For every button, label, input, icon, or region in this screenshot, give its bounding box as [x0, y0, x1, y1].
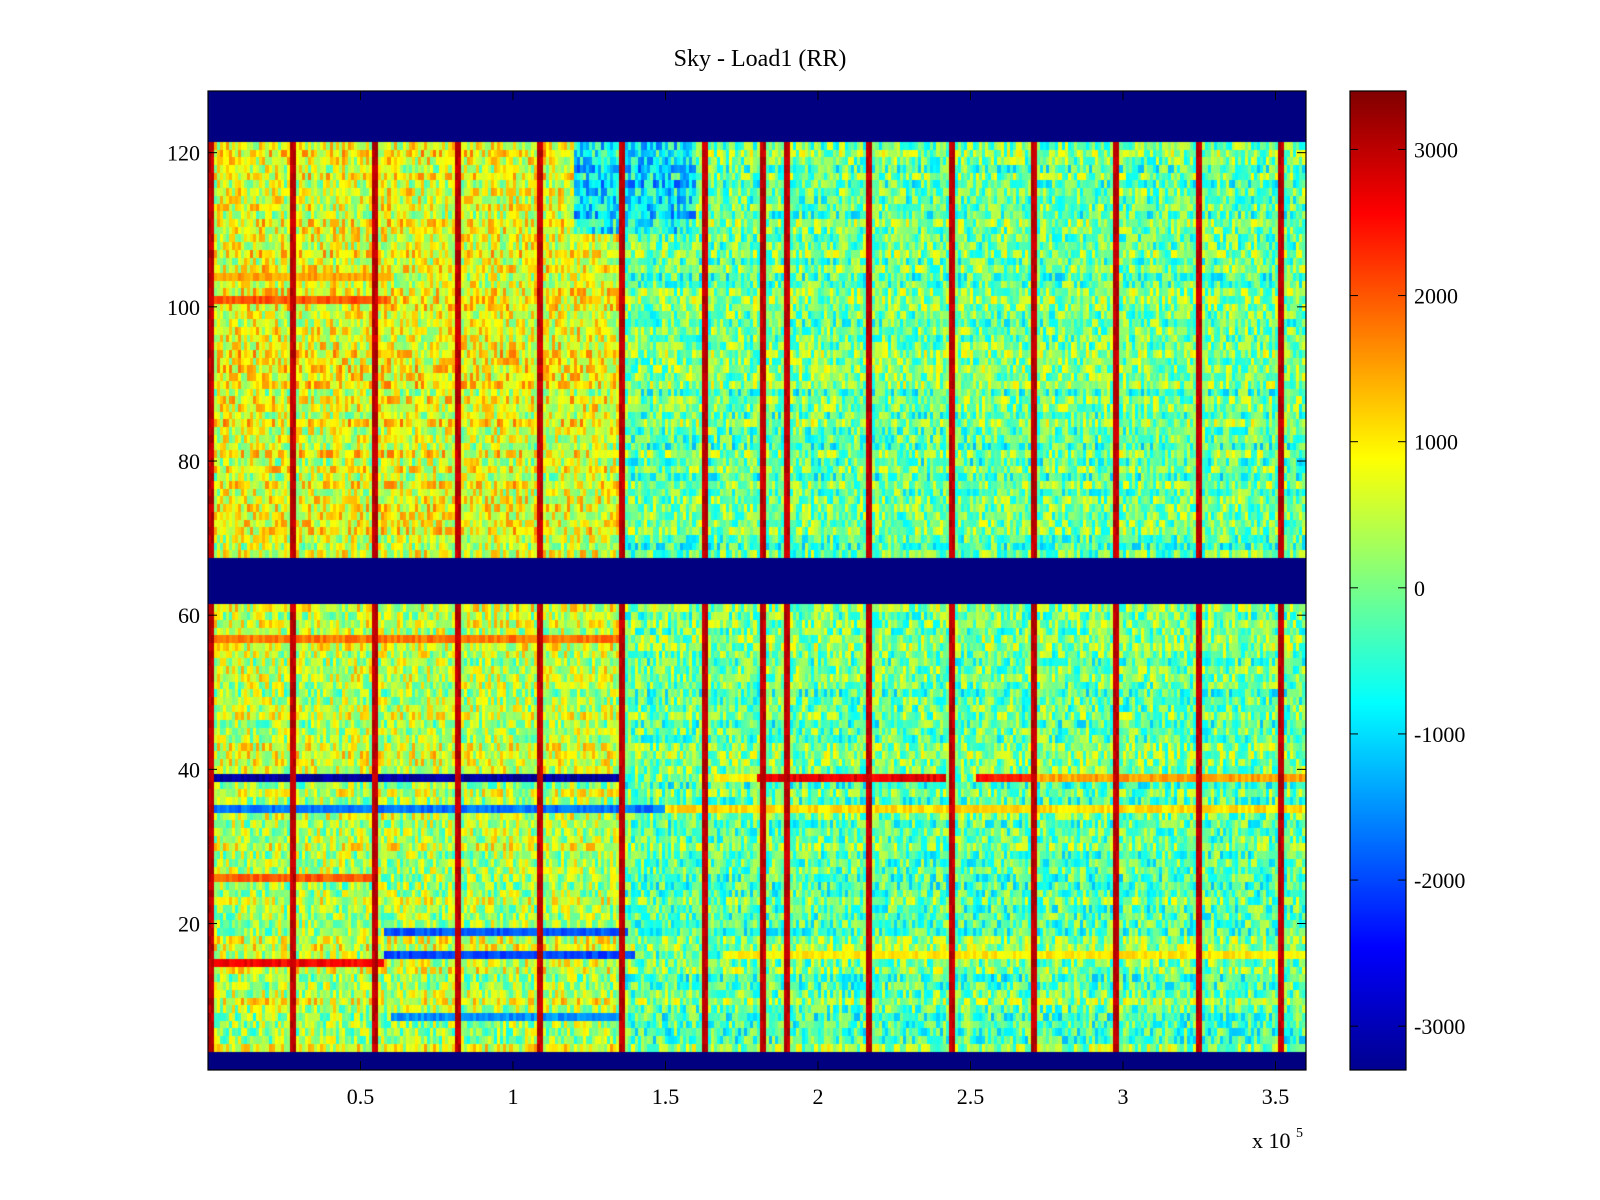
y-tick-label: 60 — [178, 603, 200, 628]
y-tick-label: 120 — [167, 141, 200, 166]
y-axis-ticks: 20 40 60 80 100 120 — [167, 141, 1306, 937]
colorbar-tick-label: -1000 — [1414, 722, 1465, 747]
heatmap-image — [208, 91, 1306, 1070]
colorbar-tick-label: 0 — [1414, 576, 1425, 601]
x-tick-label: 0.5 — [347, 1084, 375, 1109]
y-tick-label: 40 — [178, 757, 200, 782]
y-tick-label: 80 — [178, 449, 200, 474]
colorbar-tick-label: -3000 — [1414, 1014, 1465, 1039]
colorbar — [1349, 90, 1407, 1071]
colorbar-ticks: 3000 2000 1000 0 -1000 -2000 -3000 — [1350, 137, 1465, 1039]
x-tick-label: 3 — [1118, 1084, 1129, 1109]
x-axis-ticks: 0.5 1 1.5 2 2.5 3 3.5 — [347, 91, 1290, 1109]
plot-axes-box — [207, 90, 1307, 1071]
x-tick-label: 2.5 — [957, 1084, 985, 1109]
x-multiplier-exponent: 5 — [1296, 1126, 1303, 1141]
x-multiplier-base: x 10 — [1252, 1128, 1291, 1153]
y-tick-label: 20 — [178, 912, 200, 937]
x-tick-label: 1 — [508, 1084, 519, 1109]
colorbar-tick-label: 3000 — [1414, 137, 1458, 162]
chart-title: Sky - Load1 (RR) — [674, 46, 847, 72]
x-tick-label: 3.5 — [1262, 1084, 1290, 1109]
x-tick-label: 2 — [813, 1084, 824, 1109]
x-tick-label: 1.5 — [652, 1084, 680, 1109]
x-axis-multiplier: x 10 5 — [1252, 1126, 1303, 1153]
colorbar-tick-label: 1000 — [1414, 430, 1458, 455]
y-tick-label: 100 — [167, 295, 200, 320]
colorbar-tick-label: 2000 — [1414, 284, 1458, 309]
colorbar-tick-label: -2000 — [1414, 868, 1465, 893]
